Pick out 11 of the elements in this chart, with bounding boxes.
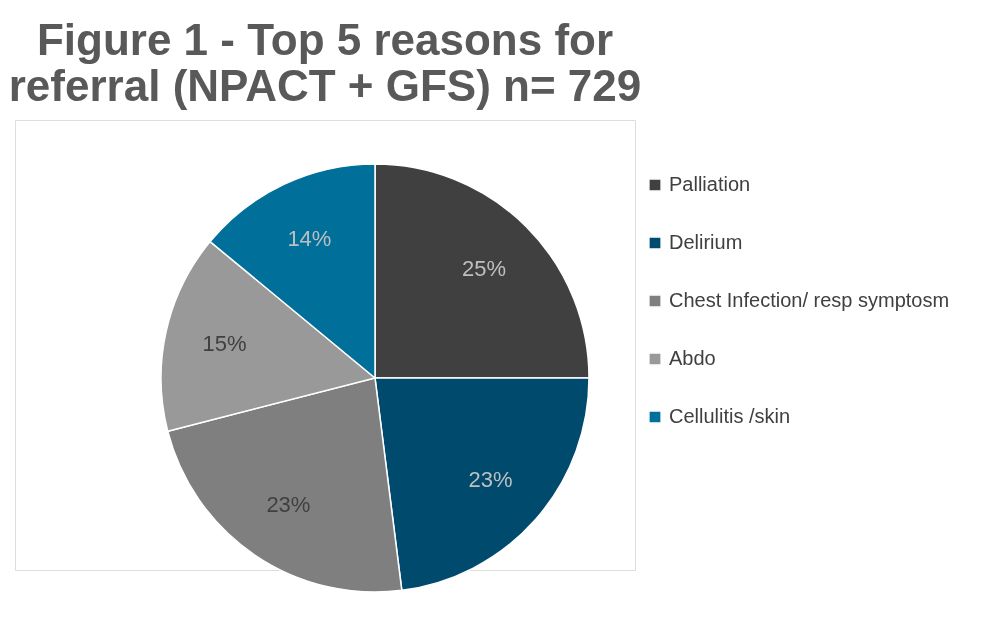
data-label: 23% <box>266 492 311 518</box>
text: Figure 1 - Top 5 reasons for <box>36 15 614 64</box>
legend-label: Chest Infection/ resp symptosm <box>669 289 950 311</box>
legend-label: Delirium <box>669 231 743 253</box>
data-label: 15% <box>202 331 247 357</box>
data-label: 14% <box>287 225 332 251</box>
data-label: 23% <box>468 466 513 492</box>
legend-label: Palliation <box>669 173 751 195</box>
legend-label: Abdo <box>669 347 716 369</box>
data-label: 25% <box>461 256 506 282</box>
legend-label: Cellulitis /skin <box>669 405 791 427</box>
